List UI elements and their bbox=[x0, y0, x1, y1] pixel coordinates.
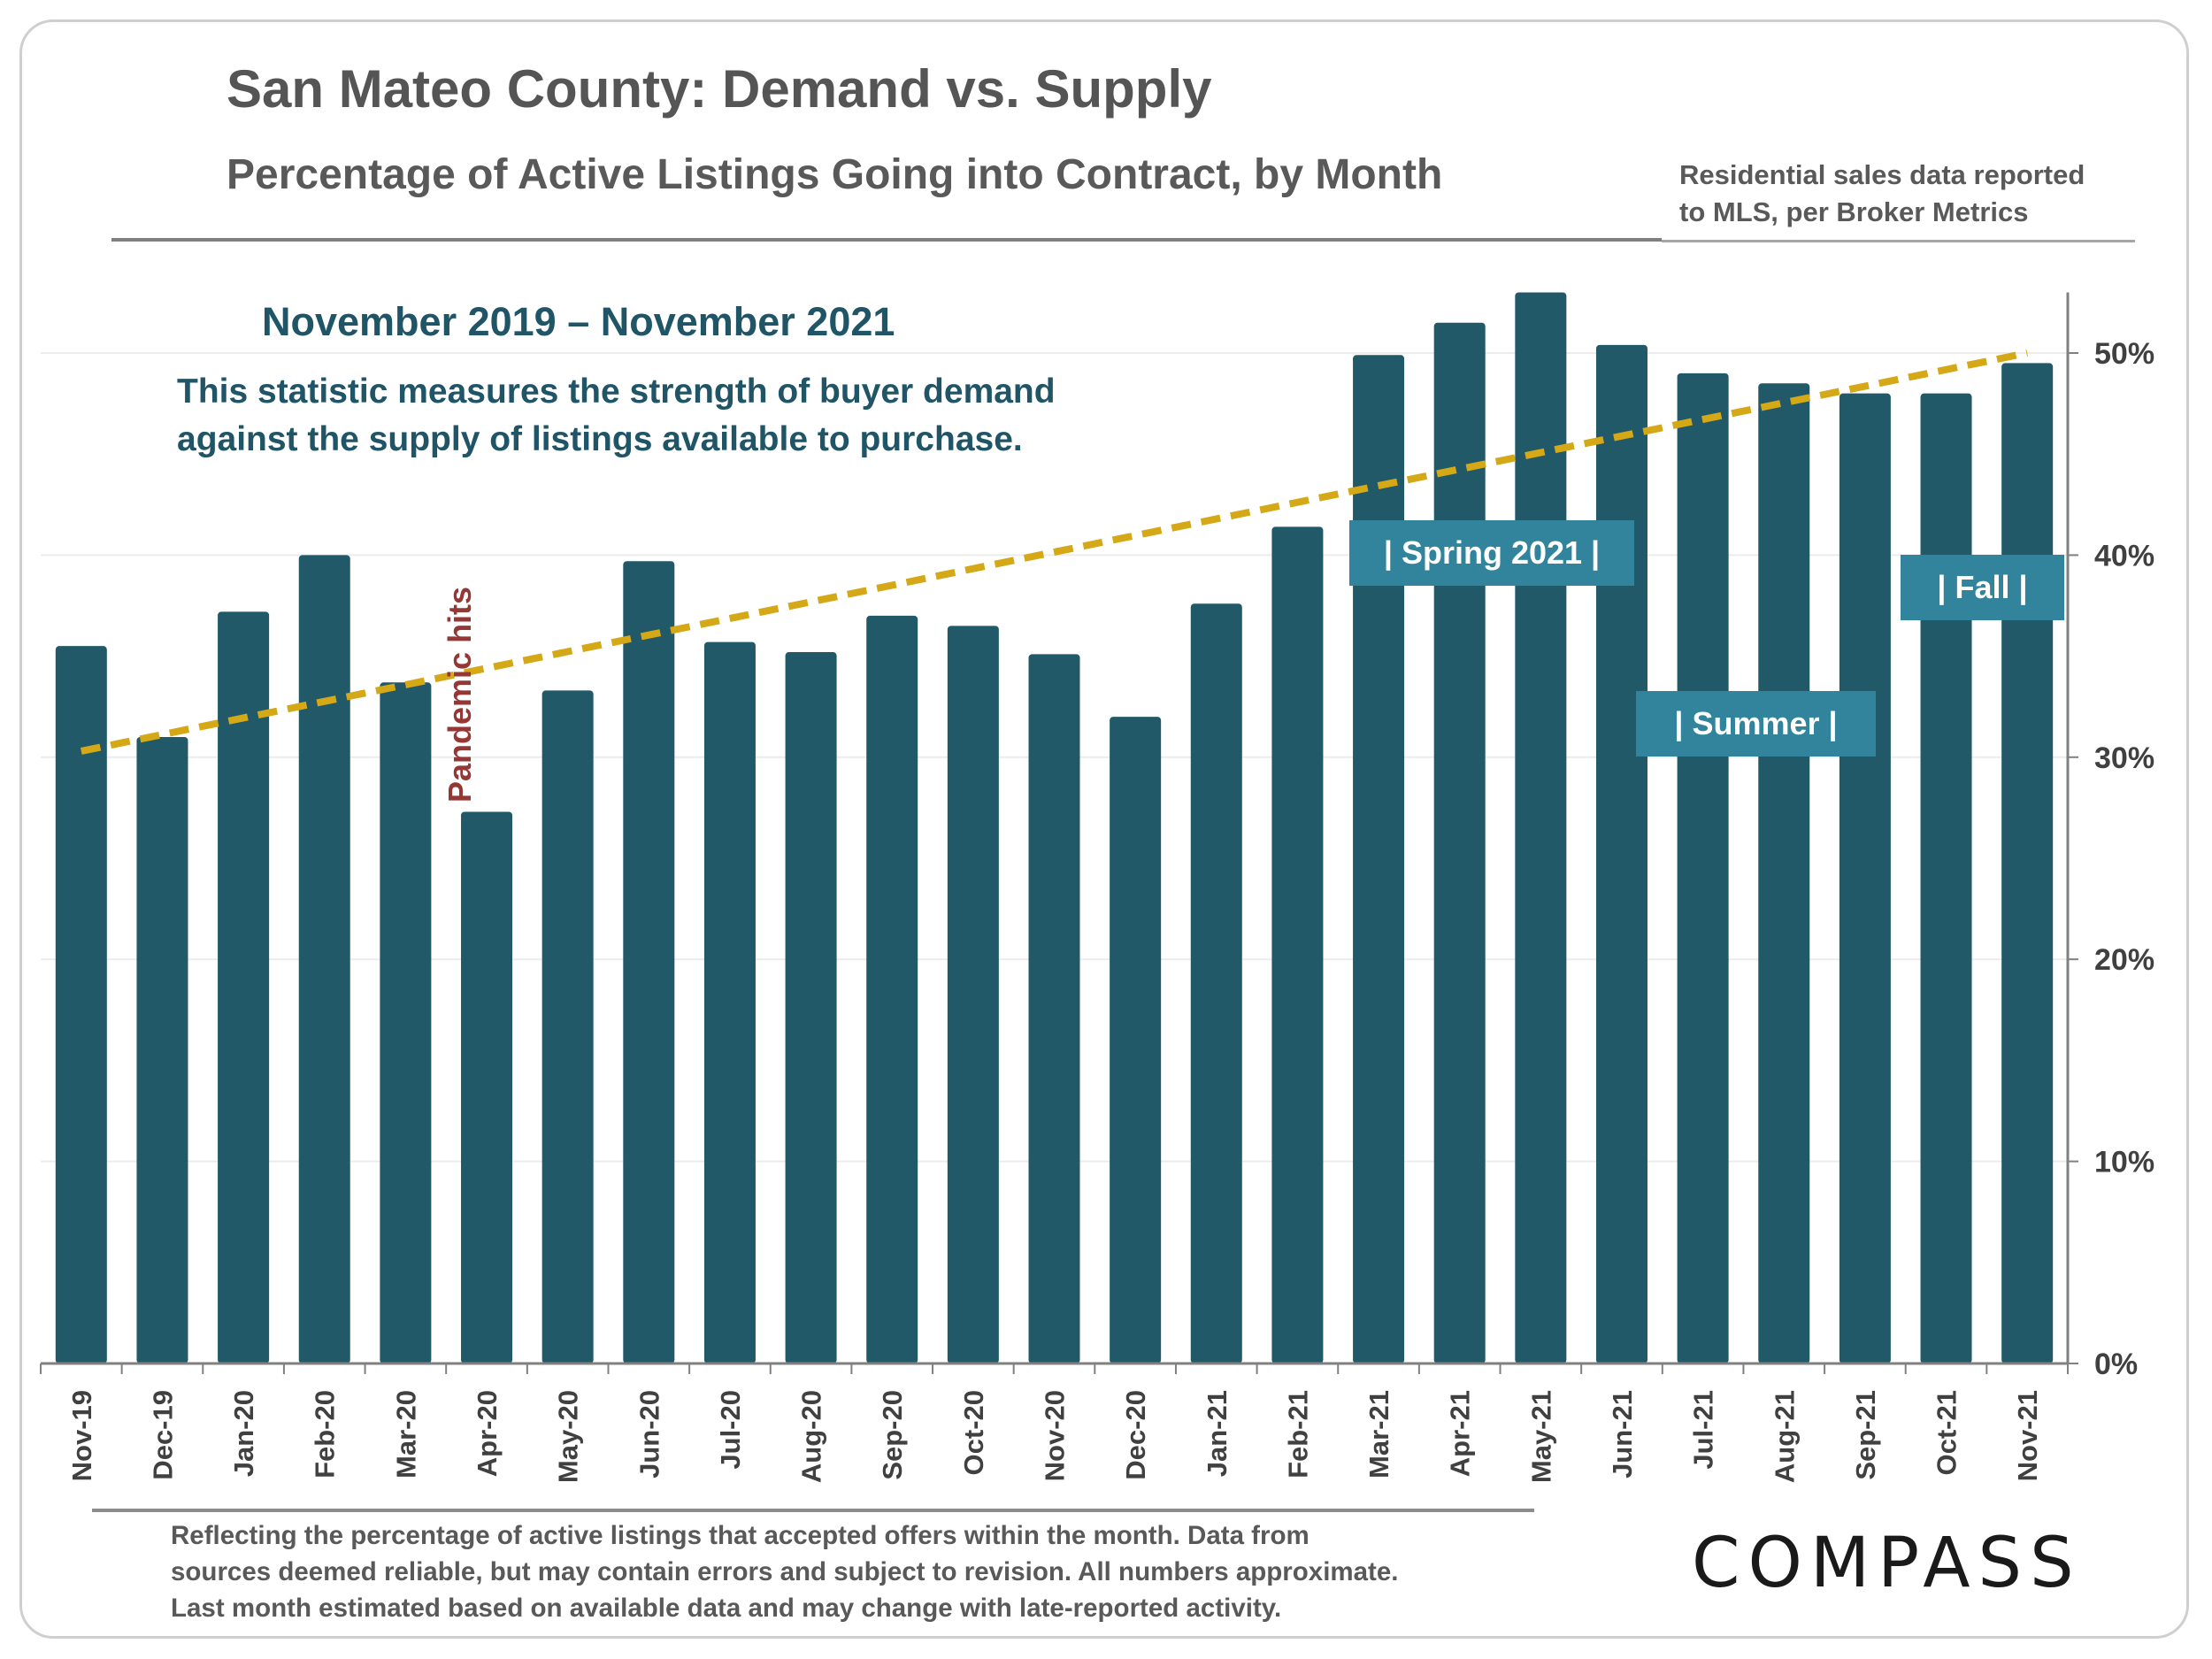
bar bbox=[1839, 393, 1891, 1364]
bar bbox=[1433, 322, 1486, 1363]
x-tick-label: Nov-19 bbox=[66, 1390, 97, 1481]
y-tick-label: 30% bbox=[2094, 741, 2154, 775]
source-note-line-1: Residential sales data reported bbox=[1679, 159, 2085, 190]
x-tick-label: Dec-19 bbox=[147, 1390, 178, 1480]
bar bbox=[1920, 393, 1972, 1364]
chart-description: This statistic measures the strength of … bbox=[177, 368, 1056, 464]
x-tick-label: Aug-20 bbox=[796, 1390, 827, 1483]
spring-2021-label: | Spring 2021 | bbox=[1349, 520, 1634, 586]
x-tick-label: May-20 bbox=[553, 1390, 584, 1483]
bar bbox=[1271, 526, 1324, 1363]
bar bbox=[55, 646, 107, 1363]
bar bbox=[947, 626, 999, 1363]
x-tick-label: Feb-20 bbox=[310, 1390, 341, 1479]
x-tick-label: Feb-21 bbox=[1282, 1390, 1313, 1479]
pandemic-hits-label: Pandemic hits bbox=[442, 587, 478, 803]
x-tick-label: Jun-21 bbox=[1607, 1390, 1638, 1479]
bar bbox=[703, 641, 756, 1363]
bar bbox=[1595, 344, 1647, 1363]
x-tick-label: Nov-20 bbox=[1040, 1390, 1071, 1481]
y-tick-label: 50% bbox=[2094, 337, 2154, 371]
footnote-line-1: Reflecting the percentage of active list… bbox=[171, 1521, 1310, 1550]
description-line-2: against the supply of listings available… bbox=[177, 420, 1023, 458]
trend-line bbox=[81, 349, 2028, 755]
bar bbox=[1758, 383, 1810, 1363]
bar bbox=[866, 615, 918, 1363]
x-tick-label: Mar-20 bbox=[390, 1390, 421, 1479]
bar bbox=[1028, 654, 1080, 1363]
bar bbox=[298, 555, 350, 1363]
bar bbox=[380, 682, 432, 1363]
source-note-line-2: to MLS, per Broker Metrics bbox=[1679, 196, 2029, 227]
chart-subtitle: Percentage of Active Listings Going into… bbox=[227, 151, 1443, 198]
footnote-line-3: Last month estimated based on available … bbox=[171, 1594, 1282, 1623]
bar bbox=[461, 811, 513, 1363]
bar bbox=[218, 611, 270, 1363]
x-tick-label: Sep-21 bbox=[1850, 1390, 1881, 1480]
bar bbox=[785, 652, 837, 1363]
x-tick-label: Apr-20 bbox=[472, 1390, 503, 1477]
bar bbox=[1353, 355, 1405, 1364]
footnote-line-2: sources deemed reliable, but may contain… bbox=[171, 1557, 1399, 1586]
y-tick-label: 10% bbox=[2094, 1146, 2154, 1179]
fall-label: | Fall | bbox=[1901, 555, 2064, 620]
x-tick-label: Apr-21 bbox=[1445, 1390, 1476, 1477]
bar bbox=[623, 561, 675, 1363]
x-tick-label: Sep-20 bbox=[877, 1390, 908, 1480]
y-tick-label: 20% bbox=[2094, 943, 2154, 977]
footnote: Reflecting the percentage of active list… bbox=[171, 1517, 1441, 1626]
x-tick-label: Aug-21 bbox=[1769, 1390, 1800, 1483]
compass-logo: COMPASS bbox=[1692, 1524, 2082, 1603]
bar bbox=[136, 736, 188, 1363]
source-note: Residential sales data reported to MLS, … bbox=[1679, 157, 2085, 231]
title-divider bbox=[111, 238, 1662, 242]
x-tick-label: Jan-20 bbox=[228, 1390, 259, 1477]
date-range-label: November 2019 – November 2021 bbox=[262, 299, 895, 344]
x-tick-label: Mar-21 bbox=[1363, 1390, 1394, 1479]
bar bbox=[1190, 603, 1242, 1363]
bar bbox=[1677, 373, 1729, 1364]
x-tick-label: Oct-20 bbox=[958, 1390, 989, 1475]
x-tick-label: May-21 bbox=[1525, 1390, 1556, 1483]
bar bbox=[541, 690, 594, 1363]
y-tick-label: 40% bbox=[2094, 539, 2154, 572]
chart-title: San Mateo County: Demand vs. Supply bbox=[227, 59, 1212, 119]
x-tick-label: Nov-21 bbox=[2012, 1390, 2043, 1481]
footer-divider bbox=[92, 1509, 1534, 1512]
x-tick-label: Dec-20 bbox=[1120, 1390, 1151, 1480]
y-tick-label: 0% bbox=[2094, 1348, 2138, 1381]
x-tick-label: Oct-21 bbox=[1932, 1390, 1962, 1475]
bar bbox=[2001, 363, 2054, 1363]
description-line-1: This statistic measures the strength of … bbox=[177, 373, 1056, 411]
x-tick-label: Jun-20 bbox=[634, 1390, 664, 1479]
x-tick-label: Jul-20 bbox=[715, 1390, 746, 1470]
x-tick-label: Jan-21 bbox=[1202, 1390, 1233, 1477]
summer-label: | Summer | bbox=[1636, 691, 1876, 757]
x-tick-label: Jul-21 bbox=[1688, 1390, 1719, 1470]
bar bbox=[1110, 717, 1162, 1363]
source-divider bbox=[1662, 240, 2135, 242]
